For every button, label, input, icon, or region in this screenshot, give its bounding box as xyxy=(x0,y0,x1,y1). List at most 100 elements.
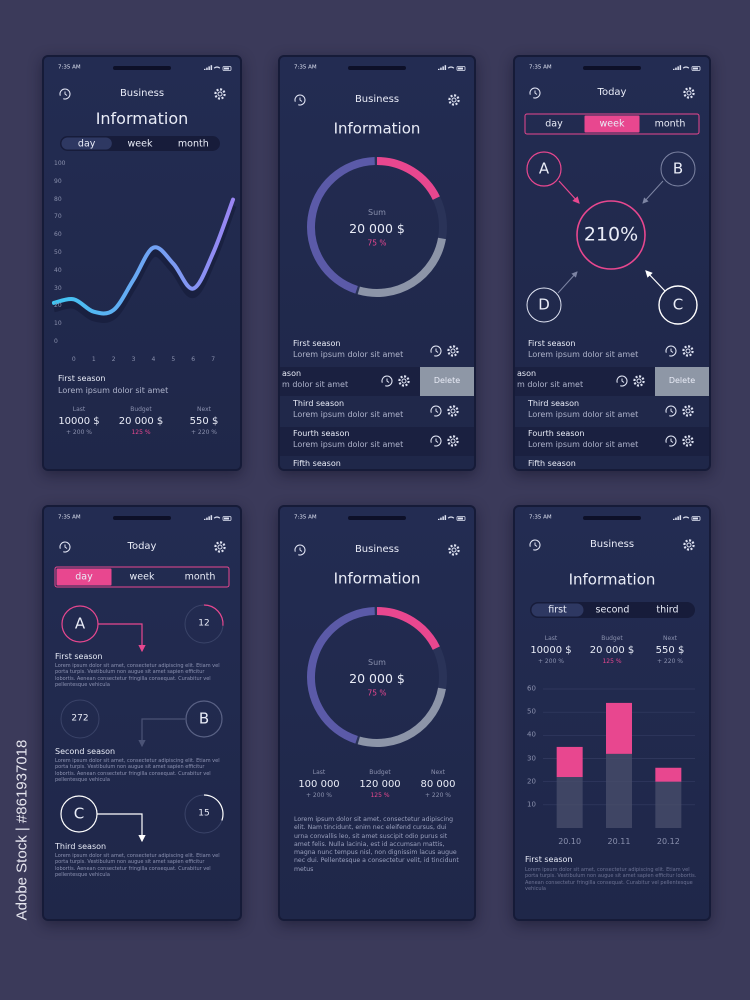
signal-bar xyxy=(673,68,675,70)
node-label[interactable]: B xyxy=(672,159,684,178)
tab[interactable]: week xyxy=(127,137,153,149)
stat-value: 10000 $ xyxy=(530,645,572,656)
settings-hub xyxy=(686,542,692,548)
flow-arrow xyxy=(98,623,146,653)
node-circle[interactable] xyxy=(658,285,698,325)
history-icon[interactable] xyxy=(529,539,541,551)
history-hand xyxy=(299,97,303,102)
settings-icon[interactable] xyxy=(214,88,226,100)
signal-bar xyxy=(444,515,447,520)
history-icon[interactable] xyxy=(59,88,71,100)
list-title[interactable]: Fourth season xyxy=(528,429,585,438)
delete-button[interactable] xyxy=(655,367,709,396)
tab[interactable]: first xyxy=(548,604,567,616)
letter-circle[interactable] xyxy=(185,700,223,738)
settings-hub xyxy=(685,408,691,414)
node-circle[interactable] xyxy=(526,287,562,323)
history-icon[interactable] xyxy=(59,541,71,553)
settings-icon[interactable] xyxy=(448,94,460,106)
node-circle[interactable] xyxy=(526,151,562,187)
settings-icon[interactable] xyxy=(683,87,695,99)
y-tick-label: 30 xyxy=(54,284,62,292)
settings-hub xyxy=(686,90,692,96)
screen-graphics xyxy=(294,515,466,747)
history-hand xyxy=(299,547,303,552)
y-tick-label: 80 xyxy=(54,195,62,203)
tab[interactable]: day xyxy=(545,118,563,130)
list-title[interactable]: Fifth season xyxy=(293,459,341,468)
history-icon[interactable] xyxy=(430,345,442,357)
delete-button[interactable] xyxy=(420,367,474,396)
letter[interactable]: A xyxy=(74,614,86,633)
stat-change: + 200 % xyxy=(538,658,564,665)
signal-bar xyxy=(675,517,677,520)
settings-icon[interactable] xyxy=(398,375,410,387)
stat-label: Next xyxy=(663,635,677,642)
node-circle[interactable] xyxy=(576,200,646,270)
node-label[interactable]: 210% xyxy=(583,223,639,246)
list-title[interactable]: First season xyxy=(528,339,576,348)
signal-bar xyxy=(677,66,679,70)
node-label[interactable]: C xyxy=(672,295,684,314)
settings-icon[interactable] xyxy=(447,345,459,357)
tab[interactable]: week xyxy=(599,118,625,130)
settings-icon[interactable] xyxy=(447,405,459,417)
stat-value: 550 $ xyxy=(655,645,685,656)
settings-icon[interactable] xyxy=(682,345,694,357)
settings-icon[interactable] xyxy=(214,541,226,553)
history-icon[interactable] xyxy=(665,435,677,447)
status-time: 7:35 AM xyxy=(529,514,552,521)
donut-label: Sum xyxy=(368,208,386,217)
tab-bar xyxy=(54,566,230,588)
history-icon[interactable] xyxy=(430,405,442,417)
y-tick-label: 100 xyxy=(54,160,66,167)
list-title[interactable]: First season xyxy=(293,339,341,348)
node-label[interactable]: A xyxy=(538,159,550,178)
list-title[interactable]: Fifth season xyxy=(528,459,576,468)
tab[interactable]: month xyxy=(654,118,686,130)
delete-label[interactable]: Delete xyxy=(668,376,696,385)
stat-value: 100 000 xyxy=(298,779,340,790)
letter[interactable]: B xyxy=(198,709,210,728)
list-title[interactable]: Third season xyxy=(293,399,345,408)
history-icon[interactable] xyxy=(381,375,393,387)
body-text: Lorem ipsum dolor sit amet, consectetur … xyxy=(294,816,459,873)
battery-level xyxy=(458,517,463,520)
settings-icon[interactable] xyxy=(683,539,695,551)
bar-segment xyxy=(606,753,632,828)
list-title[interactable]: ason xyxy=(517,369,537,378)
tab[interactable]: week xyxy=(129,571,155,583)
settings-icon[interactable] xyxy=(682,405,694,417)
history-icon[interactable] xyxy=(430,435,442,447)
settings-icon[interactable] xyxy=(682,435,694,447)
letter[interactable]: C xyxy=(73,804,85,823)
history-icon[interactable] xyxy=(529,87,541,99)
history-icon[interactable] xyxy=(294,94,306,106)
node-circle[interactable] xyxy=(660,151,696,187)
signal-bar xyxy=(438,518,440,520)
delete-label[interactable]: Delete xyxy=(433,376,461,385)
settings-icon[interactable] xyxy=(447,435,459,447)
list-title[interactable]: ason xyxy=(282,369,302,378)
history-icon[interactable] xyxy=(665,345,677,357)
item-text: Lorem ipsum dolor sit amet xyxy=(58,386,169,395)
list-title[interactable]: Third season xyxy=(528,399,580,408)
settings-icon[interactable] xyxy=(633,375,645,387)
donut-label: Sum xyxy=(368,658,386,667)
tab[interactable]: second xyxy=(595,604,630,616)
history-icon[interactable] xyxy=(616,375,628,387)
tab[interactable]: month xyxy=(177,137,209,149)
history-hand xyxy=(670,348,674,353)
list-title[interactable]: Fourth season xyxy=(293,429,350,438)
stat-label: Next xyxy=(197,406,211,413)
row-title: First season xyxy=(55,652,103,661)
settings-icon[interactable] xyxy=(448,544,460,556)
node-label[interactable]: D xyxy=(538,295,550,314)
tab[interactable]: month xyxy=(184,571,216,583)
arrow xyxy=(558,180,580,204)
history-icon[interactable] xyxy=(294,544,306,556)
tab[interactable]: third xyxy=(656,604,679,616)
tab[interactable]: day xyxy=(75,571,93,583)
tab[interactable]: day xyxy=(77,137,96,149)
history-icon[interactable] xyxy=(665,405,677,417)
